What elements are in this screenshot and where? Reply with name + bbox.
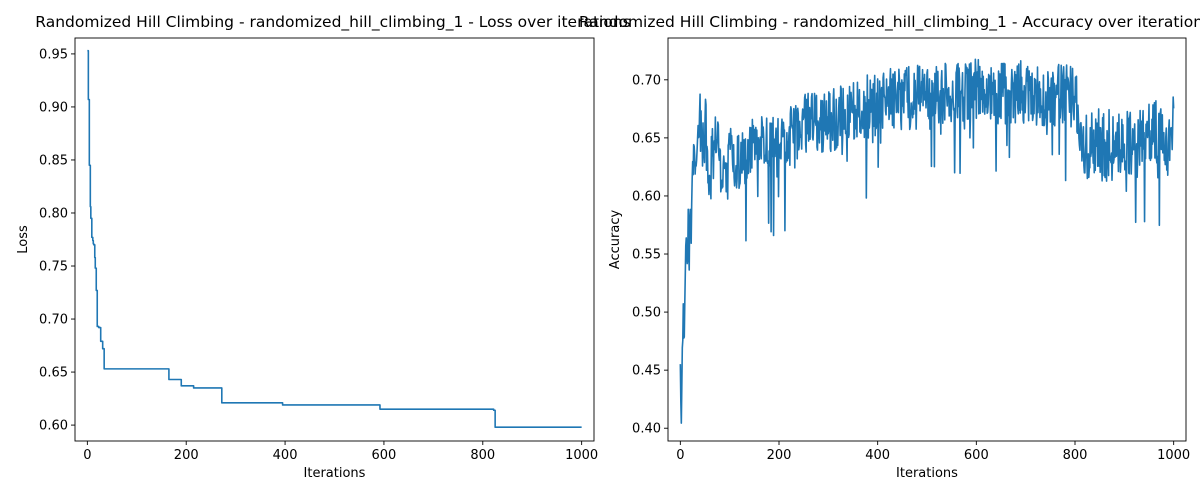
x-tick-label: 600: [964, 448, 989, 463]
y-tick-label: 0.85: [39, 153, 68, 168]
series-line: [87, 49, 582, 429]
plot-frame: [667, 37, 1187, 442]
y-tick-label: 0.40: [632, 422, 661, 437]
y-tick-label: 0.45: [632, 364, 661, 379]
y-tick-label: 0.80: [39, 206, 68, 221]
series-line: [679, 58, 1175, 424]
x-tick-label: 0: [676, 448, 684, 463]
y-tick-label: 0.95: [39, 47, 68, 62]
y-axis-label: Accuracy: [608, 210, 623, 270]
chart-title: Randomized Hill Climbing - randomized_hi…: [35, 13, 630, 32]
y-tick-label: 0.50: [632, 306, 661, 321]
y-tick-label: 0.60: [632, 189, 661, 204]
x-tick-label: 800: [470, 448, 495, 463]
y-tick-label: 0.55: [632, 248, 661, 263]
y-tick-label: 0.65: [632, 131, 661, 146]
x-axis-label: Iterations: [896, 466, 958, 481]
x-tick-label: 1000: [565, 448, 598, 463]
x-axis-label: Iterations: [304, 466, 366, 481]
y-tick-label: 0.60: [39, 419, 68, 434]
y-tick-label: 0.75: [39, 260, 68, 275]
chart-title: Randomized Hill Climbing - randomized_hi…: [579, 13, 1200, 32]
x-tick-label: 800: [1063, 448, 1088, 463]
x-tick-label: 200: [767, 448, 792, 463]
y-tick-label: 0.65: [39, 366, 68, 381]
y-tick-label: 0.70: [39, 313, 68, 328]
x-tick-label: 600: [372, 448, 397, 463]
plot-frame: [74, 37, 595, 442]
y-axis-label: Loss: [16, 225, 31, 254]
x-tick-label: 400: [865, 448, 890, 463]
x-tick-label: 0: [83, 448, 91, 463]
chart-0: 0 200 400 600 800 1000 0.60 0.65 0.70 0.75 0.80 0.8…: [16, 13, 631, 481]
x-tick-label: 1000: [1157, 448, 1190, 463]
y-tick-label: 0.90: [39, 100, 68, 115]
x-tick-label: 200: [174, 448, 199, 463]
y-tick-label: 0.70: [632, 73, 661, 88]
x-tick-label: 400: [273, 448, 298, 463]
chart-1: 0 200 400 600 800 1000 0.40 0.45 0.50 0.55 0.60 0.6…: [579, 13, 1200, 481]
